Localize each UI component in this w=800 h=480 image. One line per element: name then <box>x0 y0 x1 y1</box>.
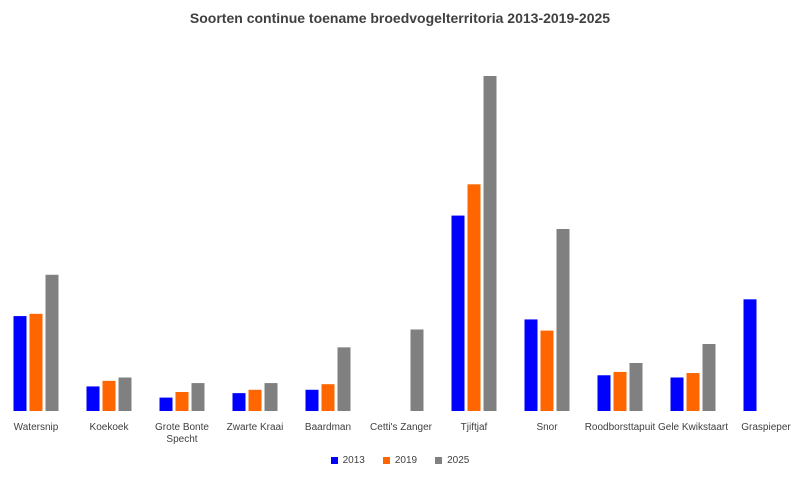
bar-roodborsttapuit-2025 <box>629 362 643 411</box>
legend-item-2019: 2019 <box>382 455 418 466</box>
legend-swatch <box>382 457 390 464</box>
bar-gele-kwikstaart-2013 <box>670 377 684 411</box>
x-tick-label: Zwarte Kraai <box>227 422 284 433</box>
x-tick-label: Cetti's Zanger <box>370 422 433 433</box>
chart-title: Soorten continue toename broedvogelterri… <box>189 10 611 26</box>
bar-graspieper-2013 <box>743 299 757 411</box>
bar-zwarte-kraai-2013 <box>232 393 246 411</box>
bar-watersnip-2013 <box>13 316 27 411</box>
legend-item-2013: 2013 <box>330 455 365 466</box>
x-tick-label: Gele Kwikstaart <box>658 422 728 433</box>
bar-cetti-s-zanger-2025 <box>410 329 424 411</box>
x-tick-label: Snor <box>536 422 558 433</box>
bar-baardman-2013 <box>305 389 319 411</box>
bar-baardman-2025 <box>337 347 351 411</box>
category-labels-group: RoerdompWatersnipKoekoekGrote BonteSpech… <box>14 422 792 445</box>
bar-gele-kwikstaart-2025 <box>702 344 716 411</box>
bar-zwarte-kraai-2025 <box>264 383 278 411</box>
x-tick-label: Watersnip <box>14 422 59 433</box>
legend: 2013 2019 2025 <box>0 455 800 466</box>
x-tick-label: Roodborsttapuit <box>585 422 656 433</box>
bar-watersnip-2019 <box>29 313 43 411</box>
bar-gele-kwikstaart-2019 <box>686 373 700 411</box>
legend-swatch <box>435 457 443 464</box>
bar-grote-bonte-specht-2019 <box>175 392 189 411</box>
bar-tjiftjaf-2019 <box>467 184 481 411</box>
bar-roodborsttapuit-2013 <box>597 375 611 411</box>
x-tick-label: Tjiftjaf <box>461 422 488 433</box>
bar-watersnip-2025 <box>45 274 59 411</box>
bar-grote-bonte-specht-2013 <box>159 397 173 411</box>
bar-koekoek-2019 <box>102 380 116 411</box>
legend-label: 2019 <box>394 455 418 466</box>
bar-snor-2025 <box>556 228 570 411</box>
bar-snor-2013 <box>524 319 538 411</box>
bar-tjiftjaf-2025 <box>483 76 497 411</box>
bar-snor-2019 <box>540 330 554 411</box>
bar-koekoek-2013 <box>86 386 100 411</box>
x-tick-label: Baardman <box>305 422 351 433</box>
bar-koekoek-2025 <box>118 377 132 411</box>
bar-baardman-2019 <box>321 384 335 411</box>
bar-roodborsttapuit-2019 <box>613 371 627 411</box>
x-tick-label: Koekoek <box>90 422 130 433</box>
x-tick-label: Graspieper <box>741 422 791 433</box>
bar-tjiftjaf-2013 <box>451 215 465 411</box>
legend-item-2025: 2025 <box>435 455 469 466</box>
bar-zwarte-kraai-2019 <box>248 389 262 411</box>
legend-label: 2025 <box>447 455 470 466</box>
x-tick-label: Grote Bonte Specht <box>155 422 209 445</box>
bars-group <box>13 76 757 411</box>
bar-grote-bonte-specht-2025 <box>191 383 205 411</box>
legend-label: 2013 <box>342 455 365 466</box>
legend-swatch <box>330 457 338 464</box>
